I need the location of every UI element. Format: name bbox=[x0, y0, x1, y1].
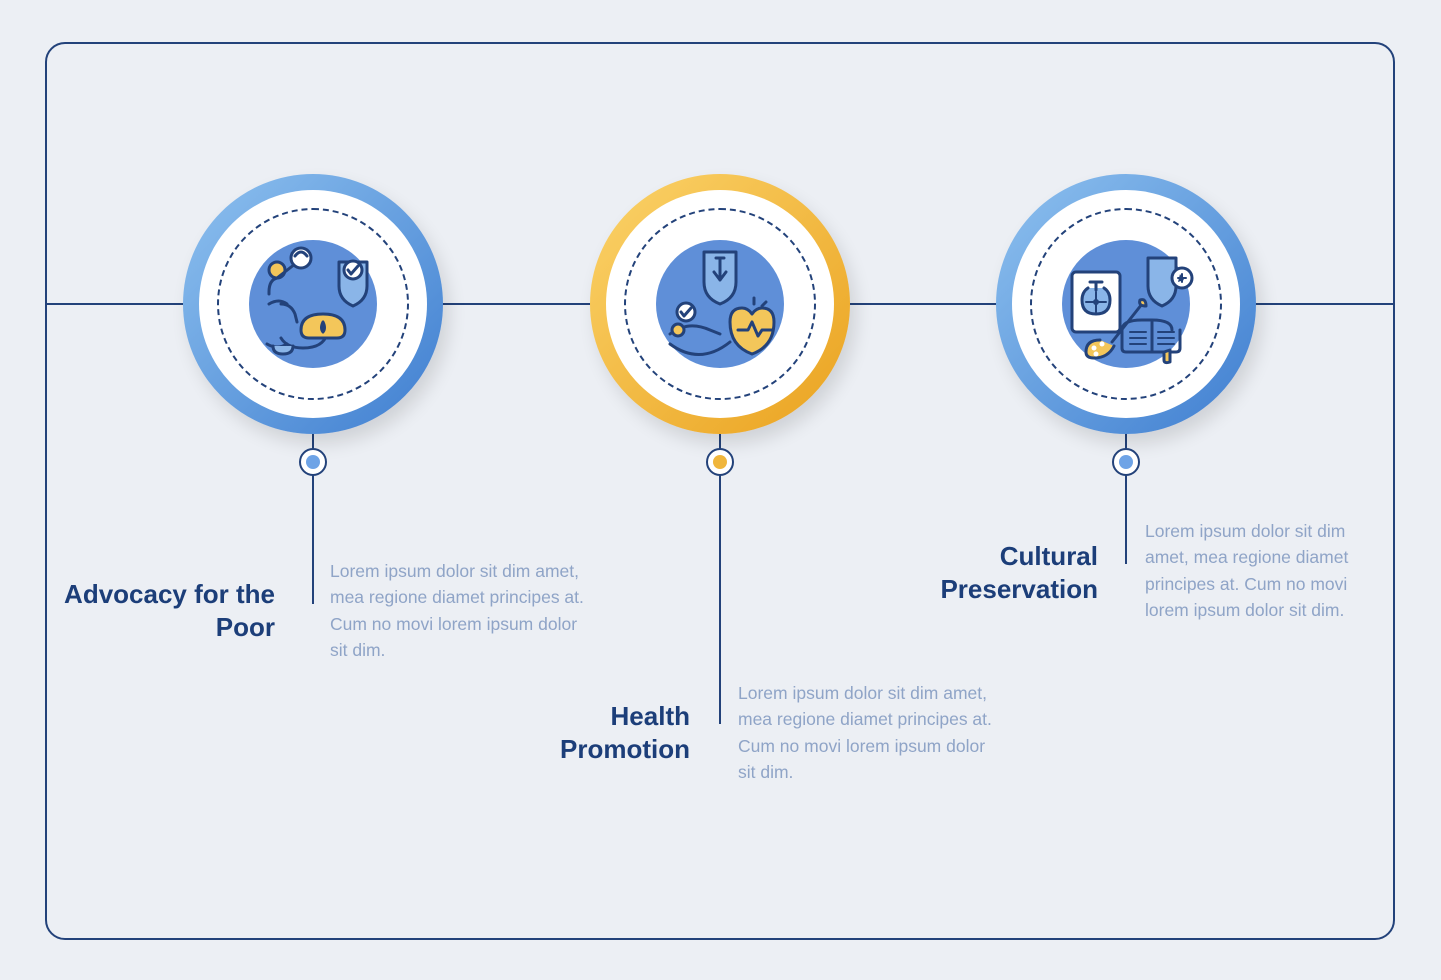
stem-dot-fill bbox=[1119, 455, 1133, 469]
infographic-canvas: Advocacy for the Poor Lorem ipsum dolor s… bbox=[0, 0, 1441, 980]
item-body: Lorem ipsum dolor sit dim amet, mea regi… bbox=[330, 558, 585, 663]
culture-icon bbox=[1056, 234, 1196, 374]
item-title: Health Promotion bbox=[480, 700, 690, 765]
item-body: Lorem ipsum dolor sit dim amet, mea regi… bbox=[1145, 518, 1380, 623]
item-body: Lorem ipsum dolor sit dim amet, mea regi… bbox=[738, 680, 993, 785]
item-title: Cultural Preservation bbox=[878, 540, 1098, 605]
stem-dot-fill bbox=[713, 455, 727, 469]
health-icon bbox=[650, 234, 790, 374]
advocacy-icon bbox=[243, 234, 383, 374]
stem-dot-fill bbox=[306, 455, 320, 469]
item-title: Advocacy for the Poor bbox=[60, 578, 275, 643]
